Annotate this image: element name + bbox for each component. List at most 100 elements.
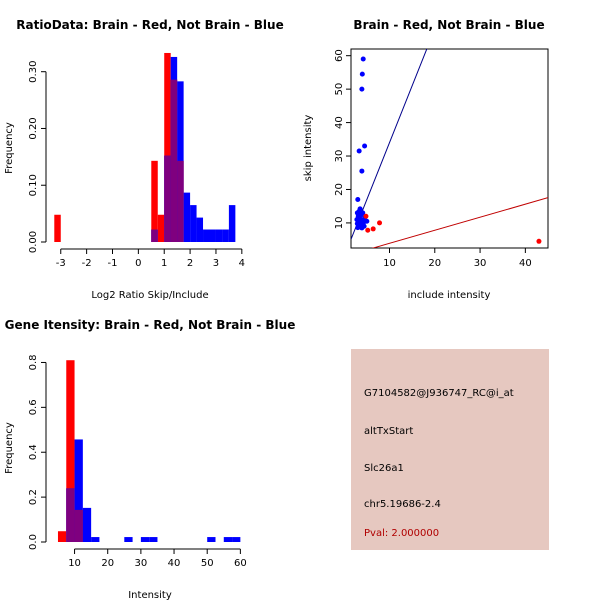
gene-name: Slc26a1: [364, 463, 404, 474]
point-brain: [370, 226, 376, 232]
bar-brain: [164, 52, 171, 243]
y-tick-label: 0.20: [28, 117, 39, 139]
bar-not-brain: [149, 537, 158, 542]
bar-overlap: [74, 509, 83, 542]
genomic-location: chr5.19686-2.4: [364, 499, 441, 510]
scatter-chart-xlabel: include intensity: [408, 290, 491, 301]
intensity-chart-ylabel: Frequency: [4, 422, 15, 474]
x-tick-label: 30: [135, 558, 148, 569]
pval-text: Pval: 2.000000: [364, 528, 439, 539]
bar-overlap: [177, 160, 184, 242]
scatter-chart-frame: [350, 48, 549, 249]
intensity-chart-bars: [57, 360, 241, 542]
bar-overlap: [151, 229, 158, 242]
x-tick-label: 10: [383, 258, 396, 269]
x-tick-label: -1: [108, 258, 118, 269]
point-not-brain: [360, 56, 366, 62]
intensity-chart: Gene Itensity: Brain - Red, Not Brain - …: [4, 318, 295, 600]
bar-not-brain: [196, 217, 204, 242]
y-tick-label: 0.10: [28, 174, 39, 196]
bar-not-brain: [215, 229, 223, 242]
probe-id: G7104582@J936747_RC@i_at: [364, 388, 514, 399]
x-tick-label: 20: [428, 258, 441, 269]
ratio-chart-axes: -3 -2 -1 0 1 2 3 4 0.00 0.10 0.20 0.30: [28, 61, 245, 269]
bar-brain: [151, 160, 158, 242]
bar-not-brain: [124, 537, 133, 542]
blue-fit-line: [351, 49, 428, 240]
x-tick-label: 30: [474, 258, 487, 269]
x-tick-label: 4: [239, 258, 245, 269]
point-brain: [365, 227, 371, 233]
bar-not-brain: [74, 439, 83, 542]
ratio-chart-ylabel: Frequency: [4, 122, 15, 174]
x-tick-label: 2: [187, 258, 193, 269]
bar-brain: [54, 214, 61, 242]
point-not-brain: [360, 210, 366, 216]
bar-not-brain: [190, 205, 197, 242]
point-not-brain: [356, 148, 362, 154]
point-not-brain: [359, 86, 365, 92]
bar-brain: [57, 531, 67, 542]
bar-not-brain: [91, 537, 100, 542]
y-tick-label: 30: [334, 150, 345, 163]
x-tick-label: 60: [234, 558, 247, 569]
scatter-chart-marks: [351, 49, 548, 248]
y-tick-label: 0.2: [28, 489, 39, 505]
x-tick-label: 50: [201, 558, 214, 569]
x-tick-label: -2: [82, 258, 92, 269]
bar-not-brain: [203, 229, 210, 242]
scatter-chart-ylabel: skip intensity: [303, 115, 314, 182]
bar-not-brain: [223, 537, 233, 542]
point-not-brain: [357, 206, 363, 212]
bar-not-brain: [82, 507, 92, 542]
bar-not-brain: [140, 537, 150, 542]
x-tick-label: 1: [161, 258, 167, 269]
bar-overlap: [164, 155, 171, 242]
bar-overlap: [66, 488, 75, 542]
bar-not-brain: [183, 192, 191, 242]
bar-not-brain: [232, 537, 241, 542]
point-not-brain: [361, 223, 367, 229]
bar-not-brain: [207, 537, 216, 542]
x-tick-label: 20: [101, 558, 114, 569]
point-not-brain: [364, 218, 370, 224]
x-tick-label: 3: [213, 258, 219, 269]
x-tick-label: 10: [68, 558, 81, 569]
scatter-chart-title: Brain - Red, Not Brain - Blue: [353, 18, 544, 32]
bar-not-brain: [228, 205, 236, 242]
point-brain: [377, 220, 383, 226]
point-brain: [536, 238, 542, 244]
point-not-brain: [362, 143, 368, 149]
red-fit-line: [371, 197, 548, 248]
bar-not-brain: [209, 229, 216, 242]
info-panel-background: [351, 349, 549, 550]
y-tick-label: 0.30: [28, 61, 39, 83]
point-not-brain: [359, 168, 365, 174]
x-tick-label: -3: [56, 258, 66, 269]
intensity-chart-axes: 10 20 30 40 50 60 0.0 0.2 0.4 0.6 0.8: [28, 355, 247, 569]
ratio-chart-bars: [54, 52, 236, 243]
point-brain: [363, 213, 369, 219]
point-not-brain: [359, 71, 365, 77]
scatter-plot-area: [351, 49, 548, 248]
point-not-brain: [355, 197, 361, 203]
x-tick-label: 40: [168, 558, 181, 569]
bar-brain: [157, 214, 165, 242]
ratio-chart-xlabel: Log2 Ratio Skip/Include: [91, 290, 208, 301]
y-tick-label: 60: [334, 49, 345, 62]
ratio-chart-title: RatioData: Brain - Red, Not Brain - Blue: [16, 18, 283, 32]
y-tick-label: 40: [334, 116, 345, 129]
bar-not-brain: [222, 229, 229, 242]
x-tick-label: 40: [519, 258, 532, 269]
y-tick-label: 0.8: [28, 355, 39, 371]
ratio-chart: RatioData: Brain - Red, Not Brain - Blue…: [4, 18, 284, 301]
intensity-chart-title: Gene Itensity: Brain - Red, Not Brain - …: [5, 318, 296, 332]
y-tick-label: 20: [334, 183, 345, 196]
y-tick-label: 10: [334, 217, 345, 230]
y-tick-label: 50: [334, 83, 345, 96]
info-panel: G7104582@J936747_RC@i_at altTxStart Slc2…: [351, 349, 549, 550]
bar-overlap: [170, 79, 178, 242]
intensity-chart-xlabel: Intensity: [128, 590, 172, 600]
event-type: altTxStart: [364, 426, 413, 437]
